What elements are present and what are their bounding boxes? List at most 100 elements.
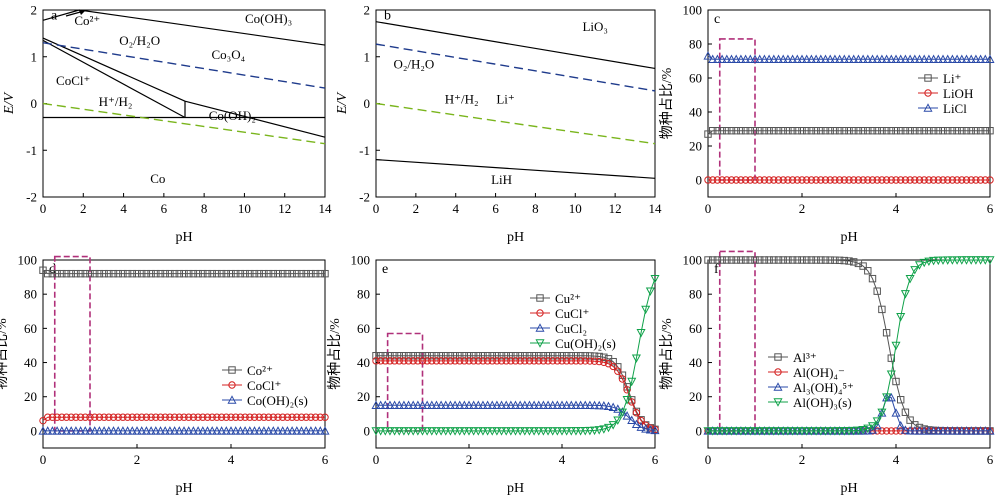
panel-e-point <box>524 400 534 409</box>
panel-c-point <box>803 176 811 184</box>
panel-f-point <box>723 256 731 264</box>
panel-a-series-line <box>42 9 80 21</box>
panel-e-point <box>594 426 604 435</box>
panel-e-point <box>432 352 441 360</box>
panel-e-point <box>608 421 618 430</box>
panel-f-point <box>750 427 760 436</box>
panel-c-point <box>718 127 726 135</box>
panel-d-point <box>292 426 302 435</box>
panel-d-point <box>86 413 94 421</box>
panel-e-xtick-label: 4 <box>559 452 566 467</box>
panel-e-point <box>623 386 631 394</box>
panel-d-point <box>213 269 221 278</box>
panel-e-point <box>460 357 469 365</box>
panel-d-point <box>202 426 213 435</box>
panel-f-point <box>867 425 878 434</box>
panel-e-point <box>558 357 566 365</box>
panel-c-point <box>773 54 784 63</box>
panel-d-point <box>264 413 273 421</box>
panel-e-point <box>390 427 400 436</box>
panel-d-point <box>199 413 207 421</box>
panel-d-point <box>100 269 108 278</box>
panel-d-point <box>240 426 250 435</box>
panel-d-point <box>287 426 297 435</box>
panel-f-point <box>751 256 759 264</box>
panel-e-point <box>390 400 400 409</box>
panel-e-point <box>437 357 445 365</box>
panel-d-xtick-label: 0 <box>40 452 47 467</box>
panel-d-point <box>316 413 324 421</box>
panel-c-point <box>859 176 867 184</box>
panel-f-point <box>933 426 943 435</box>
panel-c-point <box>914 54 925 63</box>
panel-c-point <box>831 127 839 135</box>
panel-f-point <box>929 426 939 435</box>
panel-c-point <box>938 54 948 63</box>
panel-e-point <box>487 427 497 436</box>
panel-e-point <box>488 352 496 360</box>
panel-c-point <box>896 54 906 63</box>
panel-f-point <box>788 427 798 436</box>
panel-b-annotation: O₂/H₂O <box>393 56 434 71</box>
panel-c-point <box>798 127 806 135</box>
panel-c-point <box>850 127 858 135</box>
panel-d-point <box>180 269 188 278</box>
panel-f-point <box>971 426 981 435</box>
panel-e-point <box>534 427 544 436</box>
panel-c-point <box>934 127 942 135</box>
panel-e-point <box>558 352 566 360</box>
panel-e-point <box>380 427 390 436</box>
panel-c-point <box>858 54 868 63</box>
panel-d-point <box>227 269 235 278</box>
panel-c-point <box>981 127 989 135</box>
panel-c-point <box>803 127 811 135</box>
panel-e-point <box>576 427 586 436</box>
panel-b-xtick-label: 2 <box>413 201 420 216</box>
panel-c-point <box>853 54 863 63</box>
panel-f-xtick-label: 2 <box>799 452 806 467</box>
panel-f-point <box>985 256 995 265</box>
panel-b-annotation: Li⁺ <box>496 92 514 107</box>
panel-d-point <box>307 269 315 278</box>
panel-e-legend-label: CuCl⁺ <box>555 306 589 321</box>
panel-d-point <box>208 269 216 278</box>
panel-e-point <box>521 357 529 365</box>
panel-e-point <box>529 400 539 409</box>
panel-c-point <box>972 127 980 135</box>
panel-f-point <box>864 267 872 275</box>
panel-d-point <box>58 269 66 278</box>
panel-c-point <box>703 51 713 60</box>
panel-d-point <box>227 413 235 421</box>
panel-f-point <box>877 408 887 418</box>
panel-e-point <box>543 400 553 409</box>
panel-e-point <box>539 352 548 360</box>
panel-f-point <box>807 256 816 264</box>
panel-a-ytick-label: 2 <box>31 3 38 18</box>
panel-c-point <box>897 127 905 135</box>
panel-e-point <box>609 362 617 371</box>
panel-e-point <box>380 400 390 409</box>
panel-e-point <box>544 357 552 365</box>
panel-a-annotation: a <box>51 8 58 23</box>
panel-f-point <box>709 256 717 264</box>
panel-e-ytick-label: 60 <box>357 321 370 336</box>
panel-f-point <box>971 256 981 265</box>
panel-e-point <box>502 357 510 365</box>
panel-d-point <box>72 269 80 278</box>
panel-c-point <box>859 127 867 135</box>
panel-d-point <box>282 426 292 435</box>
panel-e-legend-marker <box>535 323 545 332</box>
panel-d-point <box>152 269 160 278</box>
panel-e-point <box>572 352 580 360</box>
panel-e-point <box>552 427 562 436</box>
panel-f-legend-label: Al³⁺ <box>793 350 817 365</box>
panel-d-point <box>156 269 165 278</box>
panel-c-point <box>835 127 844 135</box>
panel-e-point <box>478 427 488 436</box>
panel-e-point <box>441 427 451 436</box>
panel-e-point <box>469 400 479 409</box>
panel-f-point <box>863 426 873 435</box>
panel-d-point <box>52 426 62 435</box>
panel-d-point <box>189 413 198 421</box>
panel-e-point <box>507 357 515 365</box>
